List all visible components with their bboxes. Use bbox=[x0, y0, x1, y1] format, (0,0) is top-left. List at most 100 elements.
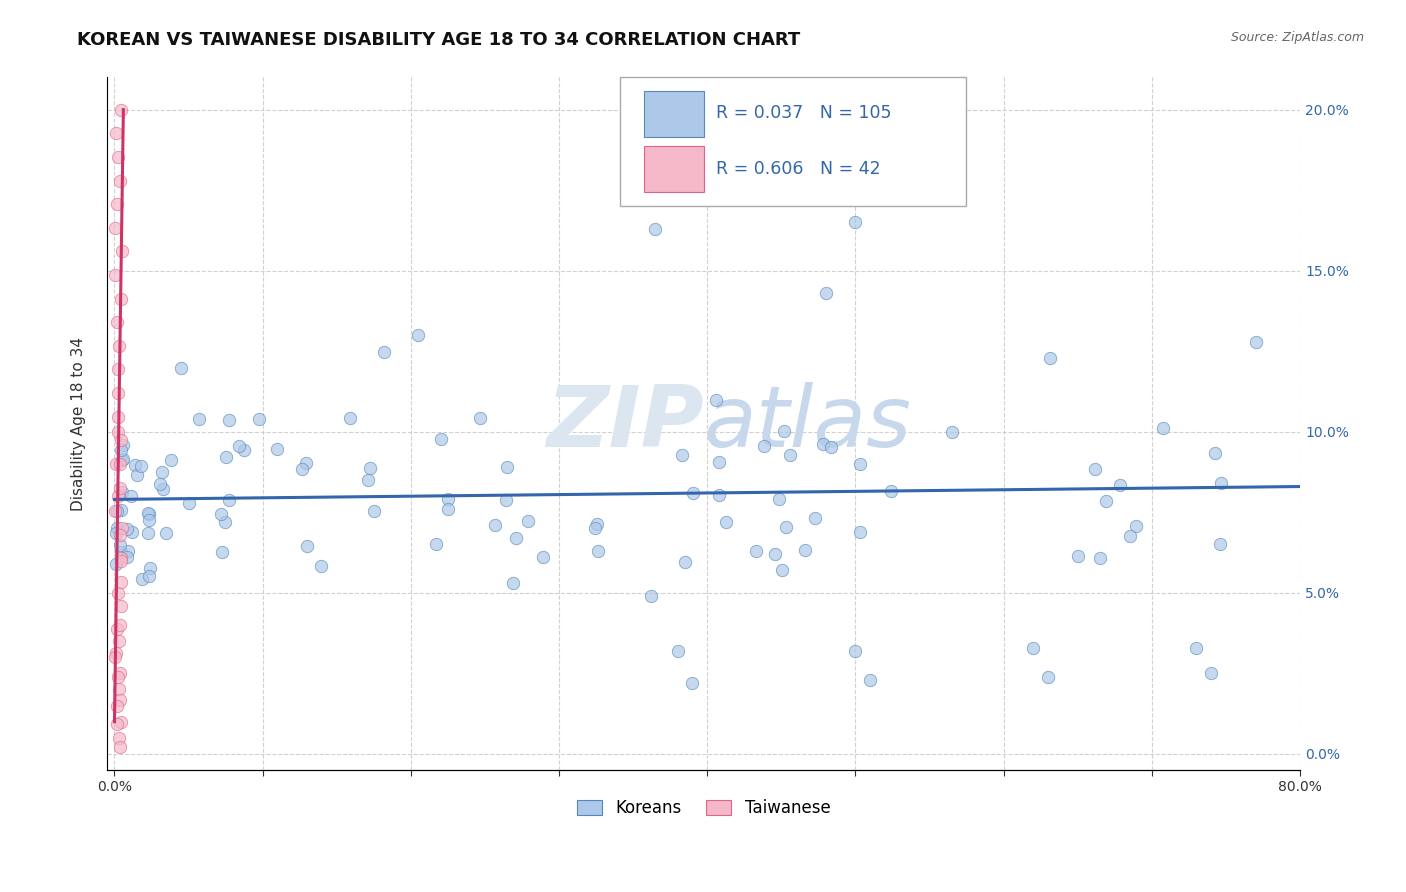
Point bbox=[768, 491, 790, 506]
Point bbox=[104, 650, 127, 665]
Point bbox=[583, 521, 606, 535]
Point bbox=[107, 489, 129, 503]
Point bbox=[160, 452, 183, 467]
Point bbox=[266, 442, 288, 456]
Point bbox=[111, 453, 134, 467]
Point bbox=[107, 362, 129, 376]
Point bbox=[666, 644, 689, 658]
Point bbox=[108, 457, 131, 471]
Point bbox=[1152, 421, 1174, 435]
Point bbox=[110, 481, 132, 495]
Point bbox=[1095, 494, 1118, 508]
Point bbox=[149, 476, 172, 491]
Point bbox=[745, 543, 768, 558]
Point bbox=[1244, 334, 1267, 349]
Point bbox=[295, 457, 318, 471]
Point bbox=[1204, 445, 1226, 459]
Point bbox=[640, 590, 662, 604]
Point bbox=[770, 563, 793, 577]
Point bbox=[1118, 529, 1140, 543]
Point bbox=[110, 714, 132, 729]
Point bbox=[107, 386, 129, 401]
Point bbox=[211, 545, 233, 559]
Point bbox=[714, 515, 737, 529]
Point bbox=[1125, 519, 1147, 533]
Point bbox=[111, 452, 134, 467]
Point bbox=[1209, 537, 1232, 551]
Point bbox=[408, 328, 430, 343]
Point bbox=[169, 361, 191, 376]
Point bbox=[108, 634, 131, 648]
Point bbox=[671, 448, 693, 462]
Point bbox=[110, 553, 132, 567]
Point bbox=[104, 557, 127, 571]
Point bbox=[215, 450, 238, 464]
Point bbox=[630, 183, 652, 197]
Point bbox=[177, 496, 200, 510]
Point bbox=[363, 504, 385, 518]
Text: R = 0.606   N = 42: R = 0.606 N = 42 bbox=[716, 161, 880, 178]
Point bbox=[105, 315, 128, 329]
Text: KOREAN VS TAIWANESE DISABILITY AGE 18 TO 34 CORRELATION CHART: KOREAN VS TAIWANESE DISABILITY AGE 18 TO… bbox=[77, 31, 800, 49]
Point bbox=[129, 459, 152, 474]
Point bbox=[496, 460, 519, 475]
Point bbox=[291, 462, 314, 476]
Point bbox=[311, 559, 333, 574]
Point bbox=[359, 461, 381, 475]
Point bbox=[247, 411, 270, 425]
Point bbox=[117, 550, 139, 565]
Point bbox=[814, 286, 837, 301]
Point bbox=[1022, 640, 1045, 655]
Point bbox=[775, 520, 797, 534]
Point bbox=[155, 525, 177, 540]
Point bbox=[233, 442, 256, 457]
Point bbox=[752, 439, 775, 453]
Point bbox=[218, 493, 240, 508]
FancyBboxPatch shape bbox=[620, 78, 966, 205]
Point bbox=[150, 465, 173, 479]
Text: Source: ZipAtlas.com: Source: ZipAtlas.com bbox=[1230, 31, 1364, 45]
Point bbox=[105, 525, 128, 540]
Point bbox=[112, 438, 135, 452]
Point bbox=[110, 618, 132, 632]
Point bbox=[1036, 670, 1059, 684]
Point bbox=[811, 437, 834, 451]
Point bbox=[120, 489, 142, 503]
Point bbox=[339, 411, 361, 425]
Point bbox=[121, 524, 143, 539]
Point bbox=[110, 503, 132, 517]
Point bbox=[430, 432, 453, 446]
Point bbox=[505, 531, 527, 545]
Point bbox=[104, 268, 127, 282]
Point bbox=[107, 731, 129, 745]
Point bbox=[673, 555, 696, 569]
Point bbox=[437, 501, 460, 516]
Bar bbox=[644, 91, 703, 136]
Point bbox=[779, 448, 801, 462]
Point bbox=[104, 504, 127, 518]
Point bbox=[820, 440, 842, 454]
Point bbox=[138, 507, 160, 521]
Point bbox=[682, 486, 704, 500]
Point bbox=[209, 508, 232, 522]
Point bbox=[484, 517, 506, 532]
Point bbox=[105, 698, 128, 713]
Point bbox=[136, 506, 159, 520]
Point bbox=[502, 575, 524, 590]
Point bbox=[880, 484, 903, 499]
Point bbox=[1084, 462, 1107, 476]
Point bbox=[295, 539, 318, 553]
Point bbox=[495, 492, 517, 507]
Point bbox=[849, 457, 872, 471]
Point bbox=[794, 543, 817, 558]
Point bbox=[125, 467, 148, 482]
Point bbox=[707, 488, 730, 502]
Point bbox=[763, 547, 786, 561]
Text: atlas: atlas bbox=[703, 382, 911, 466]
Point bbox=[187, 412, 209, 426]
Point bbox=[111, 244, 134, 259]
Point bbox=[468, 411, 491, 425]
Point bbox=[707, 455, 730, 469]
Point bbox=[110, 575, 132, 590]
Point bbox=[1209, 475, 1232, 490]
